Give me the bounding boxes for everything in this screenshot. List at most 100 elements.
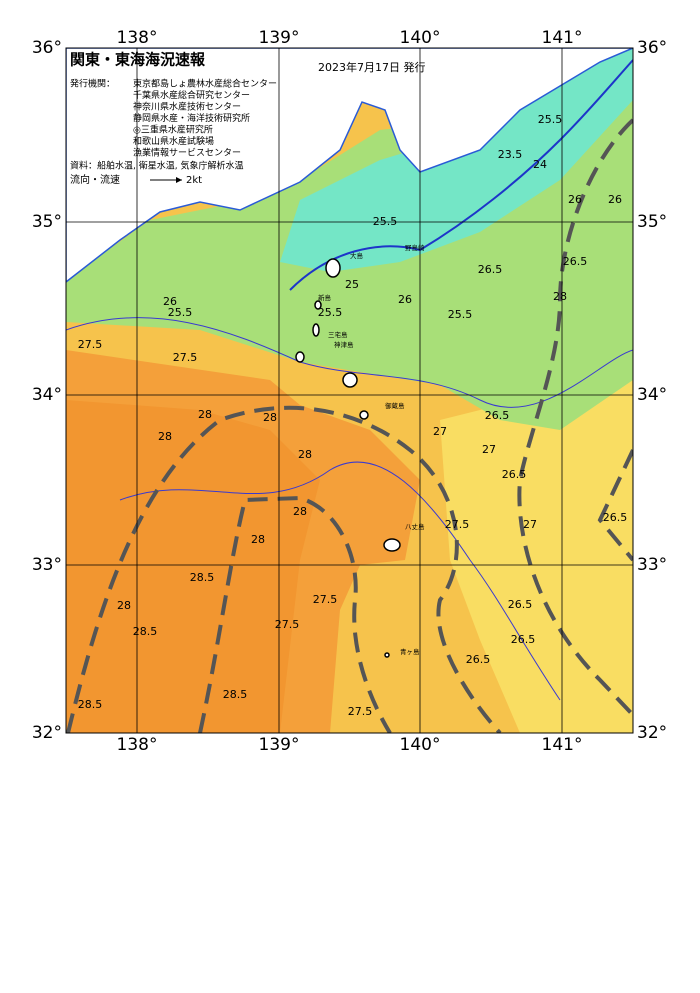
place-label: 御蔵島 <box>385 401 405 410</box>
contour-label: 27 <box>482 443 496 456</box>
contour-label: 27.5 <box>275 618 300 631</box>
kuroshio-axis <box>66 405 502 733</box>
contour-label: 28 <box>117 599 131 612</box>
place-label: 大島 <box>350 251 364 260</box>
issuer: 千葉県水産総合研究センター <box>133 89 250 101</box>
lon-label: 138° <box>117 735 158 755</box>
place-label: 神津島 <box>334 340 354 349</box>
issue-date: 2023年7月17日 発行 <box>318 60 426 74</box>
issuer: 静岡県水産・海洋技術研究所 <box>133 112 250 124</box>
contour-label: 28.5 <box>190 571 215 584</box>
cyan-zone <box>280 48 633 272</box>
contour-label: 26 <box>398 293 412 306</box>
place-label: 新島 <box>318 293 332 302</box>
contour-label: 26.5 <box>511 633 536 646</box>
contour-label: 28 <box>158 430 172 443</box>
lat-label: 32° <box>32 723 62 743</box>
contour-label: 28.5 <box>133 625 158 638</box>
contour-label: 28.5 <box>78 698 103 711</box>
contour-label: 28 <box>298 448 312 461</box>
land <box>66 48 633 283</box>
contour-label: 28 <box>198 408 212 421</box>
contour-label: 28 <box>251 533 265 546</box>
lat-label: 35° <box>32 212 62 232</box>
lon-label: 141° <box>542 735 583 755</box>
sea-temperature-map <box>66 48 633 733</box>
issuer: 東京都島しょ農林水産総合センター <box>133 78 277 90</box>
island <box>359 410 369 420</box>
contour-label: 26.5 <box>466 653 491 666</box>
lat-label: 32° <box>637 723 667 743</box>
place-label: 青ヶ島 <box>400 647 420 656</box>
deep-orange-zone <box>66 400 320 733</box>
contour-label: 28 <box>293 505 307 518</box>
warm-yellow-zone <box>440 330 633 733</box>
contour-label: 27.5 <box>348 705 373 718</box>
legend-label: 流向・流速 <box>70 173 120 186</box>
issuers-label: 発行機関： <box>70 78 115 90</box>
contour-label: 25.5 <box>168 306 193 319</box>
contour-label: 25 <box>345 278 359 291</box>
contour-line <box>66 317 633 408</box>
contour-label: 26.5 <box>603 511 628 524</box>
lat-label: 34° <box>637 385 667 405</box>
island <box>384 652 390 658</box>
lon-label: 141° <box>542 28 583 48</box>
lon-label: 138° <box>117 28 158 48</box>
lon-label: 139° <box>259 735 300 755</box>
contour-label: 25.5 <box>373 215 398 228</box>
contour-label: 26 <box>568 193 582 206</box>
islands <box>295 258 401 658</box>
legend-speed: 2kt <box>186 175 202 186</box>
contour-label: 26 <box>608 193 622 206</box>
contour-label: 28 <box>263 411 277 424</box>
contour-label: 26.5 <box>502 468 527 481</box>
place-label: 八丈島 <box>405 522 425 531</box>
lat-label: 34° <box>32 385 62 405</box>
eddy-line <box>597 449 633 562</box>
island <box>314 300 322 310</box>
map-frame <box>65 47 634 734</box>
contour-label: 27 <box>433 425 447 438</box>
issuer: ◎三重県水産研究所 <box>133 124 213 136</box>
island <box>342 372 358 388</box>
contour-label: 23.5 <box>498 148 523 161</box>
lon-label: 140° <box>400 735 441 755</box>
lat-label: 33° <box>32 555 62 575</box>
contour-label: 26 <box>163 295 177 308</box>
contour-label: 26.5 <box>563 255 588 268</box>
place-label: 野島崎 <box>405 243 425 252</box>
current-line <box>289 59 633 291</box>
contour-label: 25.5 <box>318 306 343 319</box>
contour-label: 27.5 <box>78 338 103 351</box>
contour-label: 26.5 <box>508 598 533 611</box>
contour-label: 26.5 <box>485 409 510 422</box>
contour-label: 28.5 <box>223 688 248 701</box>
lon-label: 140° <box>400 28 441 48</box>
title: 関東・東海海況速報 <box>70 51 206 69</box>
issuer: 漁業情報サービスセンター <box>133 147 241 159</box>
contour-label: 27 <box>523 518 537 531</box>
lat-label: 36° <box>32 38 62 58</box>
contour-label: 24 <box>533 158 547 171</box>
island <box>312 323 320 337</box>
legend-arrowhead <box>176 177 182 183</box>
contour-label: 27.5 <box>313 593 338 606</box>
contour-label: 26.5 <box>478 263 503 276</box>
contour-label: 28 <box>553 290 567 303</box>
issuer: 神奈川県水産技術センター <box>133 101 241 113</box>
contour-label: 27.5 <box>445 518 470 531</box>
island <box>295 351 305 363</box>
island <box>325 258 341 278</box>
sources: 資料：船舶水温, 衛星水温, 気象庁解析水温 <box>70 160 243 172</box>
issuer: 和歌山県水産試験場 <box>133 135 214 147</box>
kuroshio-branch <box>198 495 392 733</box>
lat-label: 33° <box>637 555 667 575</box>
graticule <box>66 48 633 733</box>
island <box>383 538 401 552</box>
lat-label: 35° <box>637 212 667 232</box>
place-label: 三宅島 <box>328 330 348 339</box>
lat-label: 36° <box>637 38 667 58</box>
kuroshio-offshore <box>517 118 633 717</box>
